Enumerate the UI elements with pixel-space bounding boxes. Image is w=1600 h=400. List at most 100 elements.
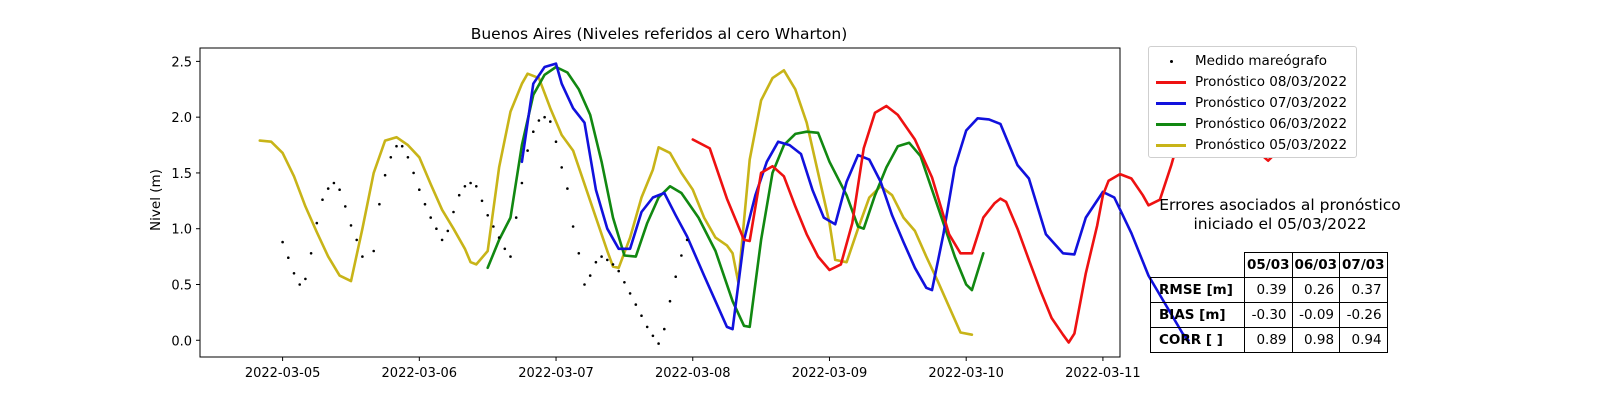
measured-point [412, 171, 415, 175]
errors-cell: -0.09 [1291, 302, 1341, 328]
errors-cell: -0.30 [1244, 302, 1293, 328]
measured-point [549, 120, 552, 123]
errors-row-rmse: RMSE [m] 0.39 0.26 0.37 [1150, 277, 1388, 303]
legend-line-green [1155, 114, 1186, 134]
measured-point [418, 188, 421, 191]
measured-point [583, 283, 586, 286]
measured-point [315, 221, 319, 225]
y-tick-label: 0.5 [171, 278, 192, 293]
measured-point [560, 166, 563, 169]
legend-label: Pronóstico 05/03/2022 [1195, 137, 1348, 153]
errors-row-label: RMSE [m] [1150, 277, 1245, 303]
measured-point [668, 299, 672, 303]
x-tick-label: 2022-03-08 [655, 366, 731, 381]
measured-point [526, 149, 529, 152]
y-tick-label: 1.0 [171, 223, 192, 238]
measured-point [292, 272, 296, 275]
measured-point [429, 216, 433, 219]
legend-line-blue [1155, 93, 1186, 113]
errors-table: 05/03 06/03 07/03 RMSE [m] 0.39 0.26 0.3… [1150, 252, 1388, 353]
errors-col-header: 06/03 [1291, 252, 1341, 278]
errors-title-line1: Errores asociados al pronóstico [1159, 196, 1401, 214]
measured-point [680, 254, 683, 257]
measured-point [640, 314, 643, 318]
measured-point [685, 238, 689, 242]
measured-point [463, 185, 467, 188]
errors-cell: 0.26 [1291, 277, 1341, 303]
x-tick-label: 2022-03-10 [928, 366, 1004, 381]
measured-point [440, 238, 444, 242]
measured-point [628, 292, 632, 295]
measured-point [298, 283, 302, 286]
y-axis-label: Nivel (m) [148, 169, 164, 231]
errors-corner [1151, 253, 1245, 278]
measured-point [326, 187, 330, 190]
plot-area: 0.0 0.5 1.0 1.5 2.0 2.5 2022-03-05 2022-03-06 20… [171, 47, 1281, 381]
x-tick-label: 2022-03-06 [382, 366, 458, 381]
y-tick-label: 2.0 [171, 111, 192, 126]
measured-point [332, 181, 336, 185]
measured-point [606, 258, 609, 262]
measured-point [400, 144, 404, 148]
measured-point [395, 144, 398, 148]
legend-label: Pronóstico 08/03/2022 [1195, 74, 1348, 90]
chart-title: Buenos Aires (Niveles referidos al cero … [471, 25, 848, 43]
measured-point [503, 247, 507, 251]
measured-point [497, 236, 501, 239]
measured-point [594, 260, 598, 264]
y-tick-label: 1.5 [171, 167, 192, 182]
measured-point [469, 181, 472, 185]
measured-point [600, 255, 603, 258]
measured-point [663, 327, 666, 331]
measured-point [554, 140, 558, 143]
measured-point [378, 202, 381, 206]
measured-point [520, 181, 524, 185]
errors-row-label: BIAS [m] [1150, 302, 1245, 328]
measured-point [514, 216, 518, 219]
errors-row-label: CORR [ ] [1150, 327, 1245, 353]
measured-point [674, 275, 677, 279]
measured-point [435, 227, 438, 230]
errors-cell: 0.37 [1339, 277, 1388, 303]
measured-point [406, 156, 410, 159]
series-line-4 [258, 69, 974, 336]
measured-point [509, 255, 512, 258]
measured-point [577, 252, 581, 255]
legend-line-yellow [1155, 135, 1186, 155]
measured-point [372, 249, 376, 253]
measured-point [611, 263, 615, 266]
errors-col-header: 07/03 [1339, 252, 1388, 278]
measured-point [344, 205, 347, 208]
measured-point [457, 193, 461, 197]
legend-item-pronostico-0803: Pronóstico 08/03/2022 [1155, 72, 1347, 92]
x-tick-label: 2022-03-11 [1065, 366, 1141, 381]
x-tick-label: 2022-03-09 [792, 366, 868, 381]
measured-point [537, 119, 541, 122]
measured-point [423, 202, 427, 206]
errors-title-line2: iniciado el 05/03/2022 [1193, 215, 1367, 233]
measured-point [651, 334, 655, 338]
measured-point [321, 198, 324, 201]
measured-point [486, 214, 490, 217]
measured-point [623, 281, 626, 284]
y-tick-label: 2.5 [171, 55, 192, 70]
measured-point [446, 229, 450, 233]
x-tick-label: 2022-03-07 [518, 366, 594, 381]
errors-title: Errores asociados al pronóstico iniciado… [1140, 196, 1420, 234]
legend-label: Pronóstico 06/03/2022 [1195, 116, 1348, 132]
measured-point [532, 130, 535, 133]
measured-point [543, 115, 546, 119]
legend-item-medido: Medido mareógrafo [1155, 51, 1327, 71]
legend-item-pronostico-0503: Pronóstico 05/03/2022 [1155, 135, 1347, 155]
measured-point [492, 225, 495, 228]
errors-row-corr: CORR [ ] 0.89 0.98 0.94 [1150, 327, 1388, 353]
measured-point [349, 224, 353, 227]
measured-point [645, 325, 649, 329]
errors-cell: -0.26 [1339, 302, 1388, 328]
errors-header-row: 05/03 06/03 07/03 [1151, 252, 1388, 278]
errors-col-header: 05/03 [1244, 252, 1293, 278]
errors-cell: 0.89 [1244, 327, 1293, 353]
chart-legend: Medido mareógrafo Pronóstico 08/03/2022 … [1148, 46, 1357, 158]
measured-point [304, 277, 307, 281]
